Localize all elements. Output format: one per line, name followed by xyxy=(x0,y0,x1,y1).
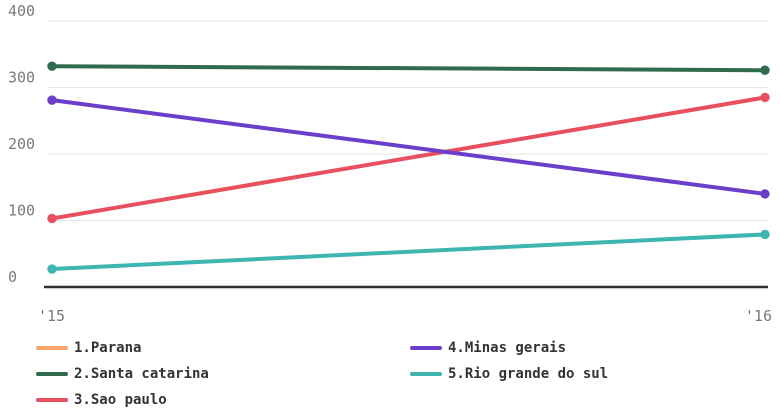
legend-swatch xyxy=(410,346,442,350)
data-point xyxy=(760,65,770,75)
legend-swatch xyxy=(410,372,442,376)
y-tick-label: 400 xyxy=(8,2,35,20)
legend-item-4: 4.Minas gerais xyxy=(410,336,566,360)
legend-swatch xyxy=(36,398,68,402)
series-line-2 xyxy=(50,64,767,73)
y-tick-label: 100 xyxy=(8,202,35,220)
data-point xyxy=(760,229,770,240)
legend-label: 5.Rio grande do sul xyxy=(448,366,609,382)
y-tick-label: 0 xyxy=(8,268,17,286)
series-lines xyxy=(50,64,767,272)
gridlines xyxy=(48,20,768,221)
x-axis-tick-labels: '15 '16 xyxy=(38,307,772,325)
data-point xyxy=(760,189,770,199)
legend-item-2: 2.Santa catarina xyxy=(36,362,209,386)
legend-swatch xyxy=(36,346,68,350)
data-point xyxy=(47,61,57,71)
series-line-5 xyxy=(50,232,767,272)
legend-label: 4.Minas gerais xyxy=(448,340,567,356)
y-tick-label: 200 xyxy=(8,135,35,153)
y-tick-label: 300 xyxy=(8,69,35,87)
y-axis-tick-labels: 0 100 200 300 400 xyxy=(8,2,35,286)
legend-swatch xyxy=(36,372,68,376)
legend-item-1: 1.Parana xyxy=(36,336,141,360)
data-point xyxy=(47,213,57,224)
legend-label: 3.Sao paulo xyxy=(74,392,167,408)
legend: 1.Parana 2.Santa catarina 3.Sao paulo 4.Min… xyxy=(36,336,776,412)
data-point xyxy=(47,95,57,105)
data-point xyxy=(47,264,57,274)
x-tick-label: '16 xyxy=(745,307,772,325)
legend-label: 2.Santa catarina xyxy=(74,366,209,382)
legend-item-3: 3.Sao paulo xyxy=(36,388,167,412)
x-tick-label: '15 xyxy=(38,307,65,325)
series-line-4 xyxy=(50,98,767,196)
series-points xyxy=(47,61,770,274)
legend-item-5: 5.Rio grande do sul xyxy=(410,362,608,386)
series-line-3 xyxy=(50,95,767,221)
data-point xyxy=(760,92,770,103)
legend-label: 1.Parana xyxy=(74,340,142,356)
